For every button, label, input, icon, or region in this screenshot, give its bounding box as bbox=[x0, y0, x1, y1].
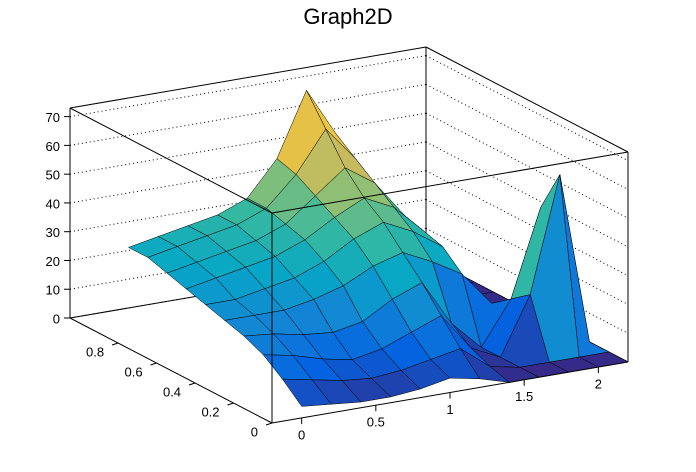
y-tick bbox=[188, 382, 196, 386]
grid-line bbox=[425, 55, 629, 162]
y-tick-label: 0 bbox=[251, 424, 258, 439]
y-tick-label: 0.4 bbox=[163, 384, 181, 399]
x-tick-label: 1 bbox=[446, 402, 453, 417]
grid-line bbox=[69, 112, 427, 175]
z-tick-label: 50 bbox=[46, 168, 60, 183]
z-tick-label: 70 bbox=[46, 110, 60, 125]
y-tick-label: 0.8 bbox=[86, 344, 104, 359]
box-edge bbox=[69, 107, 273, 214]
z-tick-label: 60 bbox=[46, 139, 60, 154]
y-tick bbox=[111, 342, 119, 346]
chart-title: Graph2D bbox=[303, 4, 392, 29]
x-tick-label: 0 bbox=[298, 427, 305, 442]
grid-line bbox=[69, 55, 427, 118]
x-tick-label: 0.5 bbox=[367, 415, 385, 430]
z-tick-label: 0 bbox=[53, 311, 60, 326]
surface-cell bbox=[281, 378, 332, 407]
x-tick-label: 2 bbox=[595, 377, 602, 392]
grid-line bbox=[69, 83, 427, 146]
x-tick-label: 1.5 bbox=[515, 389, 533, 404]
grid-line bbox=[69, 141, 427, 204]
y-tick bbox=[227, 402, 234, 406]
z-tick-label: 10 bbox=[46, 283, 60, 298]
y-tick bbox=[150, 362, 157, 366]
box-edge bbox=[271, 151, 629, 214]
y-axis bbox=[69, 317, 273, 424]
z-tick-label: 30 bbox=[46, 225, 60, 240]
y-tick bbox=[265, 422, 273, 426]
grid-line bbox=[425, 112, 629, 219]
box-edge bbox=[425, 46, 629, 153]
z-tick-label: 40 bbox=[46, 196, 60, 211]
y-tick-label: 0.2 bbox=[201, 404, 219, 419]
z-tick-label: 20 bbox=[46, 254, 60, 269]
box-edge bbox=[69, 46, 427, 109]
grid-line bbox=[425, 83, 629, 190]
y-tick-label: 0.6 bbox=[124, 364, 142, 379]
